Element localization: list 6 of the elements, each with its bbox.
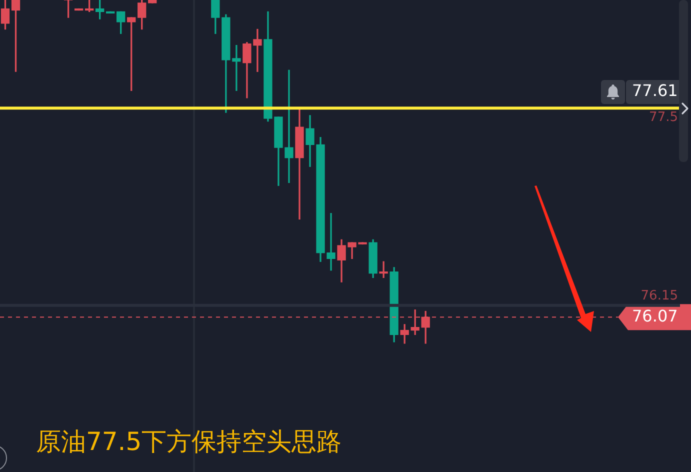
ref-line-label: 77.5: [649, 110, 678, 126]
y-tick-label: 77.61: [632, 81, 678, 100]
y-tick-label: 76.07: [632, 306, 678, 326]
text: 原油77.5下方保持空头思路: [36, 426, 342, 458]
ref-line-label: 76.15: [640, 288, 678, 304]
candlestick: [379, 261, 388, 278]
